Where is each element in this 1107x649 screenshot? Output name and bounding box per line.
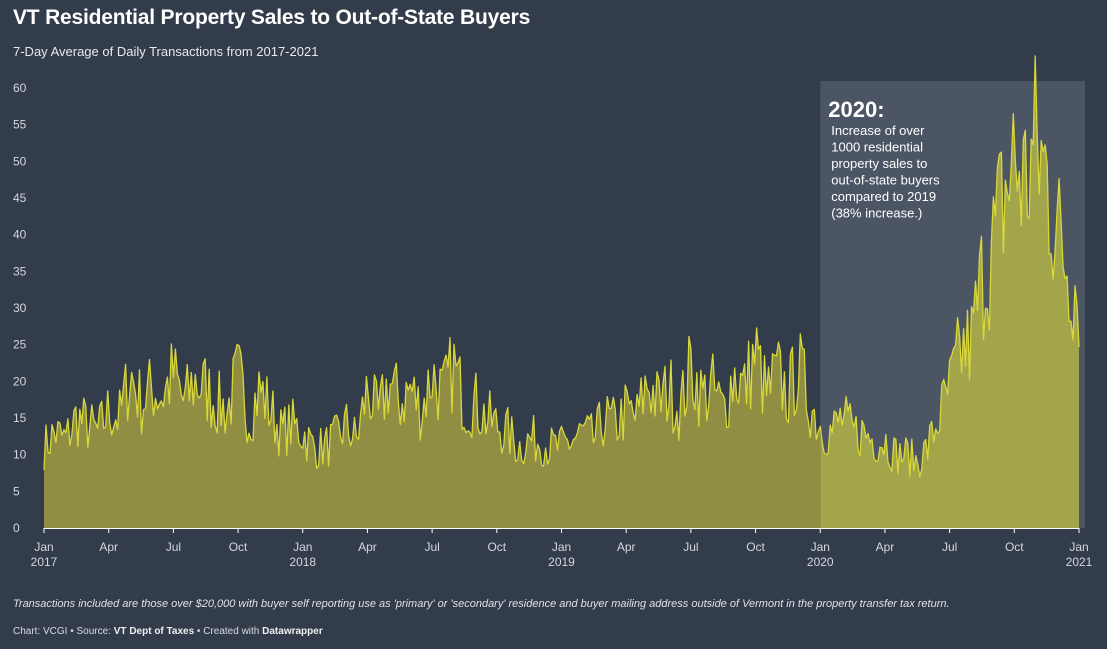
x-tick-label: Jan xyxy=(34,540,53,554)
area-layer xyxy=(43,55,1080,529)
x-tick-label: Oct xyxy=(487,540,506,554)
y-tick-label: 0 xyxy=(13,521,20,535)
area-fill-2020 xyxy=(820,55,1079,529)
x-tick-year: 2019 xyxy=(548,555,575,569)
source-link[interactable]: VT Dept of Taxes xyxy=(113,626,195,637)
x-tick-label: Jul xyxy=(166,540,181,554)
area-fill-2017-2019 xyxy=(44,327,821,528)
x-tick-label: Oct xyxy=(229,540,248,554)
x-tick-label: Oct xyxy=(1005,540,1024,554)
x-tick-label: Jan xyxy=(293,540,312,554)
x-tick-label: Jul xyxy=(942,540,957,554)
x-tick-year: 2018 xyxy=(289,555,316,569)
annotation-line: compared to 2019 xyxy=(831,189,936,204)
chart-subtitle: 7-Day Average of Daily Transactions from… xyxy=(13,44,319,59)
x-tick-year: 2020 xyxy=(807,555,834,569)
x-tick-year: 2017 xyxy=(31,555,58,569)
y-tick-label: 15 xyxy=(13,411,27,425)
y-tick-label: 25 xyxy=(13,338,27,352)
x-tick-label: Apr xyxy=(876,540,895,554)
annotation-line: (38% increase.) xyxy=(831,206,922,221)
y-tick-label: 50 xyxy=(13,154,27,168)
y-tick-label: 45 xyxy=(13,191,27,205)
x-tick-label: Jan xyxy=(811,540,830,554)
credit-mid: • Created with xyxy=(194,626,263,637)
series-line xyxy=(43,55,1080,478)
annotation-line: out-of-state buyers xyxy=(831,173,940,188)
annotation-line: 1000 residential xyxy=(831,140,923,155)
annotation-line: property sales to xyxy=(831,156,927,171)
y-tick-label: 55 xyxy=(13,118,27,132)
datawrapper-link[interactable]: Datawrapper xyxy=(262,626,323,637)
x-tick-label: Jan xyxy=(552,540,571,554)
annotation-line: Increase of over xyxy=(831,123,925,138)
y-tick-label: 35 xyxy=(13,264,27,278)
x-tick-label: Jul xyxy=(424,540,439,554)
annotation-heading: 2020: xyxy=(828,97,884,122)
x-tick-year: 2021 xyxy=(1066,555,1093,569)
y-tick-label: 10 xyxy=(13,448,27,462)
x-tick-label: Apr xyxy=(99,540,118,554)
chart-title: VT Residential Property Sales to Out-of-… xyxy=(13,6,531,29)
y-tick-label: 40 xyxy=(13,228,27,242)
y-tick-label: 30 xyxy=(13,301,27,315)
x-tick-label: Jan xyxy=(1069,540,1088,554)
credit-prefix: Chart: VCGI • Source: xyxy=(13,626,114,637)
credits: Chart: VCGI • Source: VT Dept of Taxes •… xyxy=(13,626,323,637)
y-tick-label: 5 xyxy=(13,484,20,498)
annotation-layer: 2020:Increase of over 1000 residentialpro… xyxy=(828,97,940,221)
y-axis-layer: 0 5 10 15 20 25 30 35 40 45 50 55 60 xyxy=(13,81,27,535)
x-tick-label: Apr xyxy=(358,540,377,554)
y-tick-label: 60 xyxy=(13,81,27,95)
x-tick-label: Apr xyxy=(617,540,636,554)
footnote: Transactions included are those over $20… xyxy=(13,598,950,610)
y-tick-label: 20 xyxy=(13,374,27,388)
x-tick-label: Jul xyxy=(683,540,698,554)
x-tick-label: Oct xyxy=(746,540,765,554)
